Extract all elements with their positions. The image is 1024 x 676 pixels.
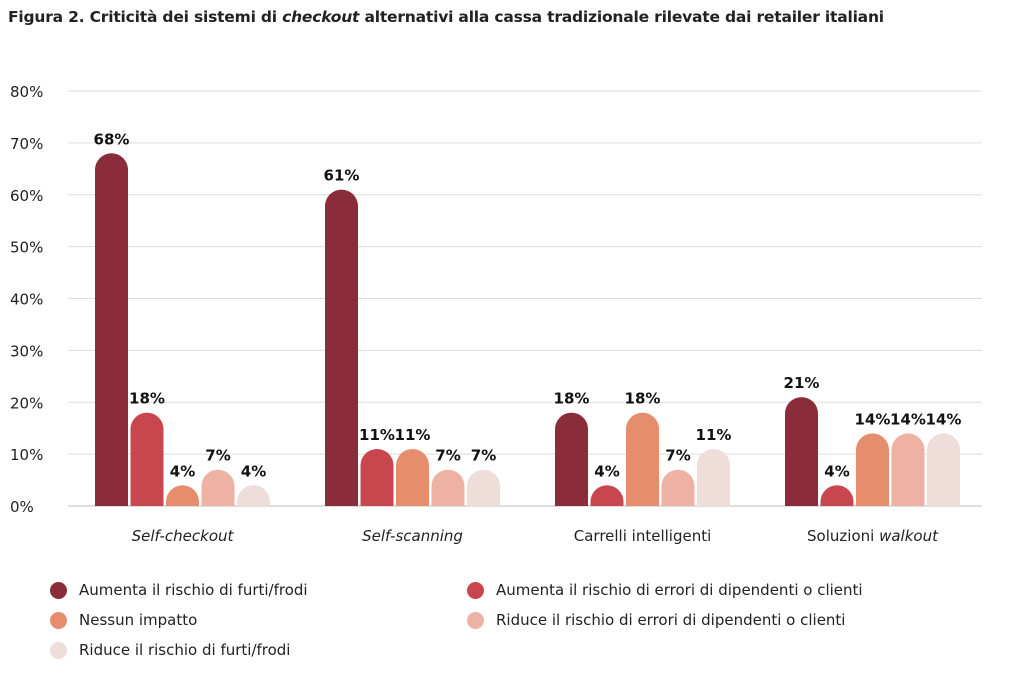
bar-5-3 [697, 448, 730, 506]
chart-title-part: checkout [282, 8, 360, 26]
data-label: 14% [926, 410, 962, 428]
data-label: 4% [241, 462, 266, 480]
data-label: 61% [324, 167, 360, 185]
legend-item: Aumenta il rischio di errori di dipenden… [467, 581, 863, 599]
y-tick-label: 80% [10, 83, 43, 101]
category-label-part: Self-scanning [362, 527, 463, 545]
x-category-label: Self-scanning [362, 527, 463, 545]
data-label: 14% [890, 410, 926, 428]
bar-2-1 [130, 412, 164, 506]
chart-title-part: alternativi alla cassa tradizionale rile… [359, 8, 884, 26]
legend-item: Riduce il rischio di furti/frodi [50, 641, 290, 659]
data-label: 21% [784, 374, 820, 392]
data-label: 14% [855, 410, 891, 428]
y-tick-label: 40% [10, 291, 43, 309]
bar-1-3 [555, 412, 588, 506]
bar-5-2 [467, 469, 500, 506]
data-label: 11% [359, 426, 395, 444]
bar-1-2 [325, 189, 358, 507]
bar-3-3 [626, 412, 659, 506]
bar-4-1 [201, 469, 235, 506]
data-label: 7% [205, 447, 230, 465]
legend-label: Riduce il rischio di errori di dipendent… [496, 611, 846, 629]
data-label: 18% [625, 390, 661, 408]
legend-swatch-icon [50, 641, 67, 659]
chart-title: Figura 2. Criticità dei sistemi di check… [8, 8, 884, 26]
bar-2-3 [590, 485, 624, 506]
bar-3-1 [166, 485, 199, 506]
data-label: 18% [129, 390, 165, 408]
bar-1-1 [95, 153, 128, 506]
legend-label: Aumenta il rischio di errori di dipenden… [496, 581, 863, 599]
bar-3-2 [396, 448, 429, 506]
bar-4-3 [661, 469, 695, 506]
x-category-label: Self-checkout [132, 527, 235, 545]
chart-title-part: Figura 2. Criticità dei sistemi di [8, 8, 283, 26]
legend-item: Nessun impatto [50, 611, 197, 629]
x-category-label: Carrelli intelligenti [574, 527, 712, 545]
legend-label: Aumenta il rischio di furti/frodi [79, 581, 308, 599]
category-label-part: walkout [879, 527, 939, 545]
category-label-part: Soluzioni [807, 527, 879, 545]
data-label: 7% [665, 447, 690, 465]
data-label: 7% [471, 447, 496, 465]
data-label: 18% [554, 390, 590, 408]
y-tick-label: 10% [10, 446, 43, 464]
bar-5-4 [927, 433, 960, 506]
y-tick-label: 30% [10, 342, 43, 360]
legend-swatch-icon [467, 581, 484, 599]
bar-4-4 [891, 433, 925, 506]
category-label-part: Carrelli intelligenti [574, 527, 712, 545]
y-tick-label: 20% [10, 394, 43, 412]
legend-swatch-icon [467, 611, 484, 629]
bar-5-1 [237, 485, 270, 506]
data-label: 4% [824, 462, 849, 480]
bar-2-4 [820, 485, 854, 506]
legend-item: Aumenta il rischio di furti/frodi [50, 581, 308, 599]
y-tick-label: 70% [10, 135, 43, 153]
legend-swatch-icon [50, 611, 67, 629]
legend-label: Nessun impatto [79, 611, 198, 629]
legend-label: Riduce il rischio di furti/frodi [79, 641, 291, 659]
legend-item: Riduce il rischio di errori di dipendent… [467, 611, 845, 629]
bar-1-4 [785, 397, 818, 506]
data-label: 11% [696, 426, 732, 444]
bar-3-4 [856, 433, 889, 506]
data-label: 4% [594, 462, 619, 480]
y-tick-label: 0% [10, 498, 34, 516]
x-category-label: Soluzioni walkout [807, 527, 939, 545]
category-label-part: Self-checkout [132, 527, 235, 545]
data-label: 4% [170, 462, 195, 480]
y-tick-label: 50% [10, 239, 43, 257]
data-label: 68% [94, 130, 130, 148]
y-tick-label: 60% [10, 187, 43, 205]
data-label: 11% [395, 426, 431, 444]
data-label: 7% [435, 447, 460, 465]
legend-swatch-icon [50, 581, 67, 599]
bar-4-2 [431, 469, 465, 506]
bar-2-2 [360, 448, 394, 506]
